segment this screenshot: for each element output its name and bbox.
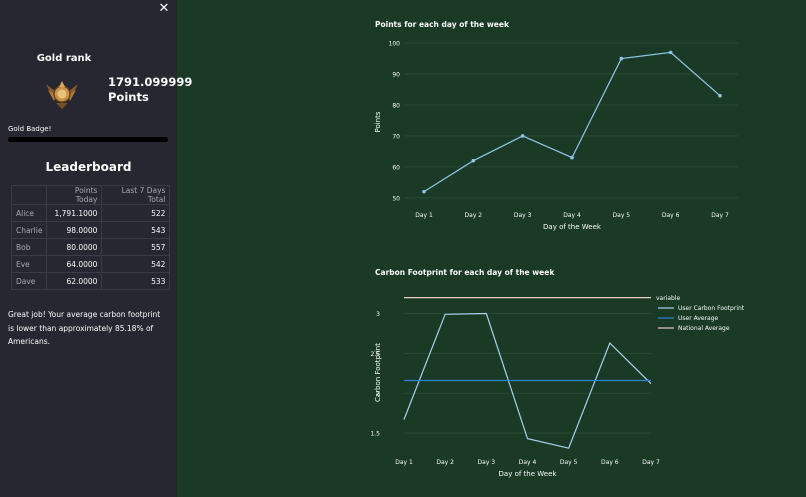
x-tick-label: Day 5 <box>613 212 631 219</box>
x-axis-label: Day of the Week <box>543 223 602 231</box>
legend-entry: User Carbon Footprint <box>678 305 745 312</box>
x-tick-label: Day 7 <box>642 459 660 466</box>
gold-badge-icon <box>46 81 78 109</box>
y-tick-label: 60 <box>392 164 400 171</box>
legend-title: variable <box>656 295 681 302</box>
x-tick-label: Day 1 <box>415 212 433 219</box>
x-tick-label: Day 3 <box>514 212 532 219</box>
table-row: Dave 62.0000 533 <box>10 272 171 290</box>
table-cell-name: Dave <box>10 272 48 290</box>
y-tick-label: 2.5 <box>370 351 380 358</box>
data-point <box>570 155 574 160</box>
table-cell-today: 98.0000 <box>46 221 103 239</box>
badge-label: Gold Badge! <box>8 125 52 133</box>
y-tick-label: 50 <box>392 195 400 202</box>
table-cell-total: 557 <box>101 238 171 256</box>
table-row: Alice 1,791.1000 522 <box>10 204 171 222</box>
carbon-summary-text: Great job! Your average carbon footprint… <box>8 310 161 346</box>
y-axis-label: Points <box>374 111 382 132</box>
x-tick-label: Day 2 <box>465 212 483 219</box>
points-value: 1791.099999 <box>108 75 193 89</box>
x-tick-label: Day 6 <box>662 212 680 219</box>
points-chart-title: Points for each day of the week <box>375 20 509 29</box>
legend-entry: National Average <box>678 325 730 332</box>
table-cell-today: 80.0000 <box>46 238 103 256</box>
rank-title: Gold rank <box>36 53 92 64</box>
leaderboard-table: Points Today Last 7 Days Total Alice 1,7… <box>10 185 171 290</box>
data-point <box>422 189 426 194</box>
y-tick-label: 100 <box>389 41 401 48</box>
table-header <box>10 185 48 205</box>
table-cell-today: 64.0000 <box>46 255 103 273</box>
series-line <box>423 51 721 193</box>
table-header-row: Points Today Last 7 Days Total <box>10 185 171 205</box>
table-cell-today: 62.0000 <box>46 272 103 290</box>
table-cell-name: Alice <box>10 204 48 222</box>
table-cell-name: Bob <box>10 238 48 256</box>
x-tick-label: Day 5 <box>560 459 578 466</box>
series-line <box>403 312 652 449</box>
table-cell-total: 542 <box>101 255 171 273</box>
table-cell-today: 1,791.1000 <box>46 204 103 222</box>
sidebar: ✕ Gold rank 1791.099999 Points Gold Badg… <box>0 0 192 497</box>
data-point <box>668 50 673 55</box>
y-tick-label: 2 <box>376 391 380 398</box>
table-row: Eve 64.0000 542 <box>10 255 171 273</box>
carbon-chart-title: Carbon Footprint for each day of the wee… <box>375 268 555 277</box>
y-tick-label: 3 <box>376 311 380 318</box>
y-tick-label: 1.5 <box>370 431 380 438</box>
table-cell-total: 543 <box>101 221 171 239</box>
x-tick-label: Day 1 <box>395 459 413 466</box>
table-row: Bob 80.0000 557 <box>10 238 171 256</box>
table-cell-name: Eve <box>10 255 48 273</box>
y-tick-label: 80 <box>392 102 400 109</box>
data-point <box>718 93 722 98</box>
y-axis-label: Carbon Footprint <box>374 343 382 402</box>
table-row: Charlie 98.0000 543 <box>10 221 171 239</box>
data-point <box>619 56 624 61</box>
points-label: Points <box>108 90 149 104</box>
x-tick-label: Day 7 <box>711 212 729 219</box>
x-tick-label: Day 6 <box>601 459 619 466</box>
x-tick-label: Day 4 <box>563 212 581 219</box>
data-point <box>520 134 525 138</box>
table-cell-total: 533 <box>101 272 171 290</box>
close-icon[interactable]: ✕ <box>158 1 170 16</box>
x-tick-label: Day 4 <box>519 459 537 466</box>
x-tick-label: Day 2 <box>436 459 454 466</box>
y-tick-label: 90 <box>392 72 400 79</box>
x-tick-label: Day 3 <box>478 459 496 466</box>
table-header[interactable]: Points Today <box>46 185 103 205</box>
table-cell-name: Charlie <box>10 221 48 239</box>
y-tick-label: 70 <box>392 133 400 140</box>
leaderboard-title: Leaderboard <box>45 160 132 174</box>
x-axis-label: Day of the Week <box>499 470 558 478</box>
table-cell-total: 522 <box>101 204 171 222</box>
legend-entry: User Average <box>678 315 719 322</box>
data-point <box>471 158 476 163</box>
badge-progress-bar <box>8 137 168 142</box>
table-header[interactable]: Last 7 Days Total <box>101 185 171 205</box>
badge-progress-fill <box>8 137 168 142</box>
